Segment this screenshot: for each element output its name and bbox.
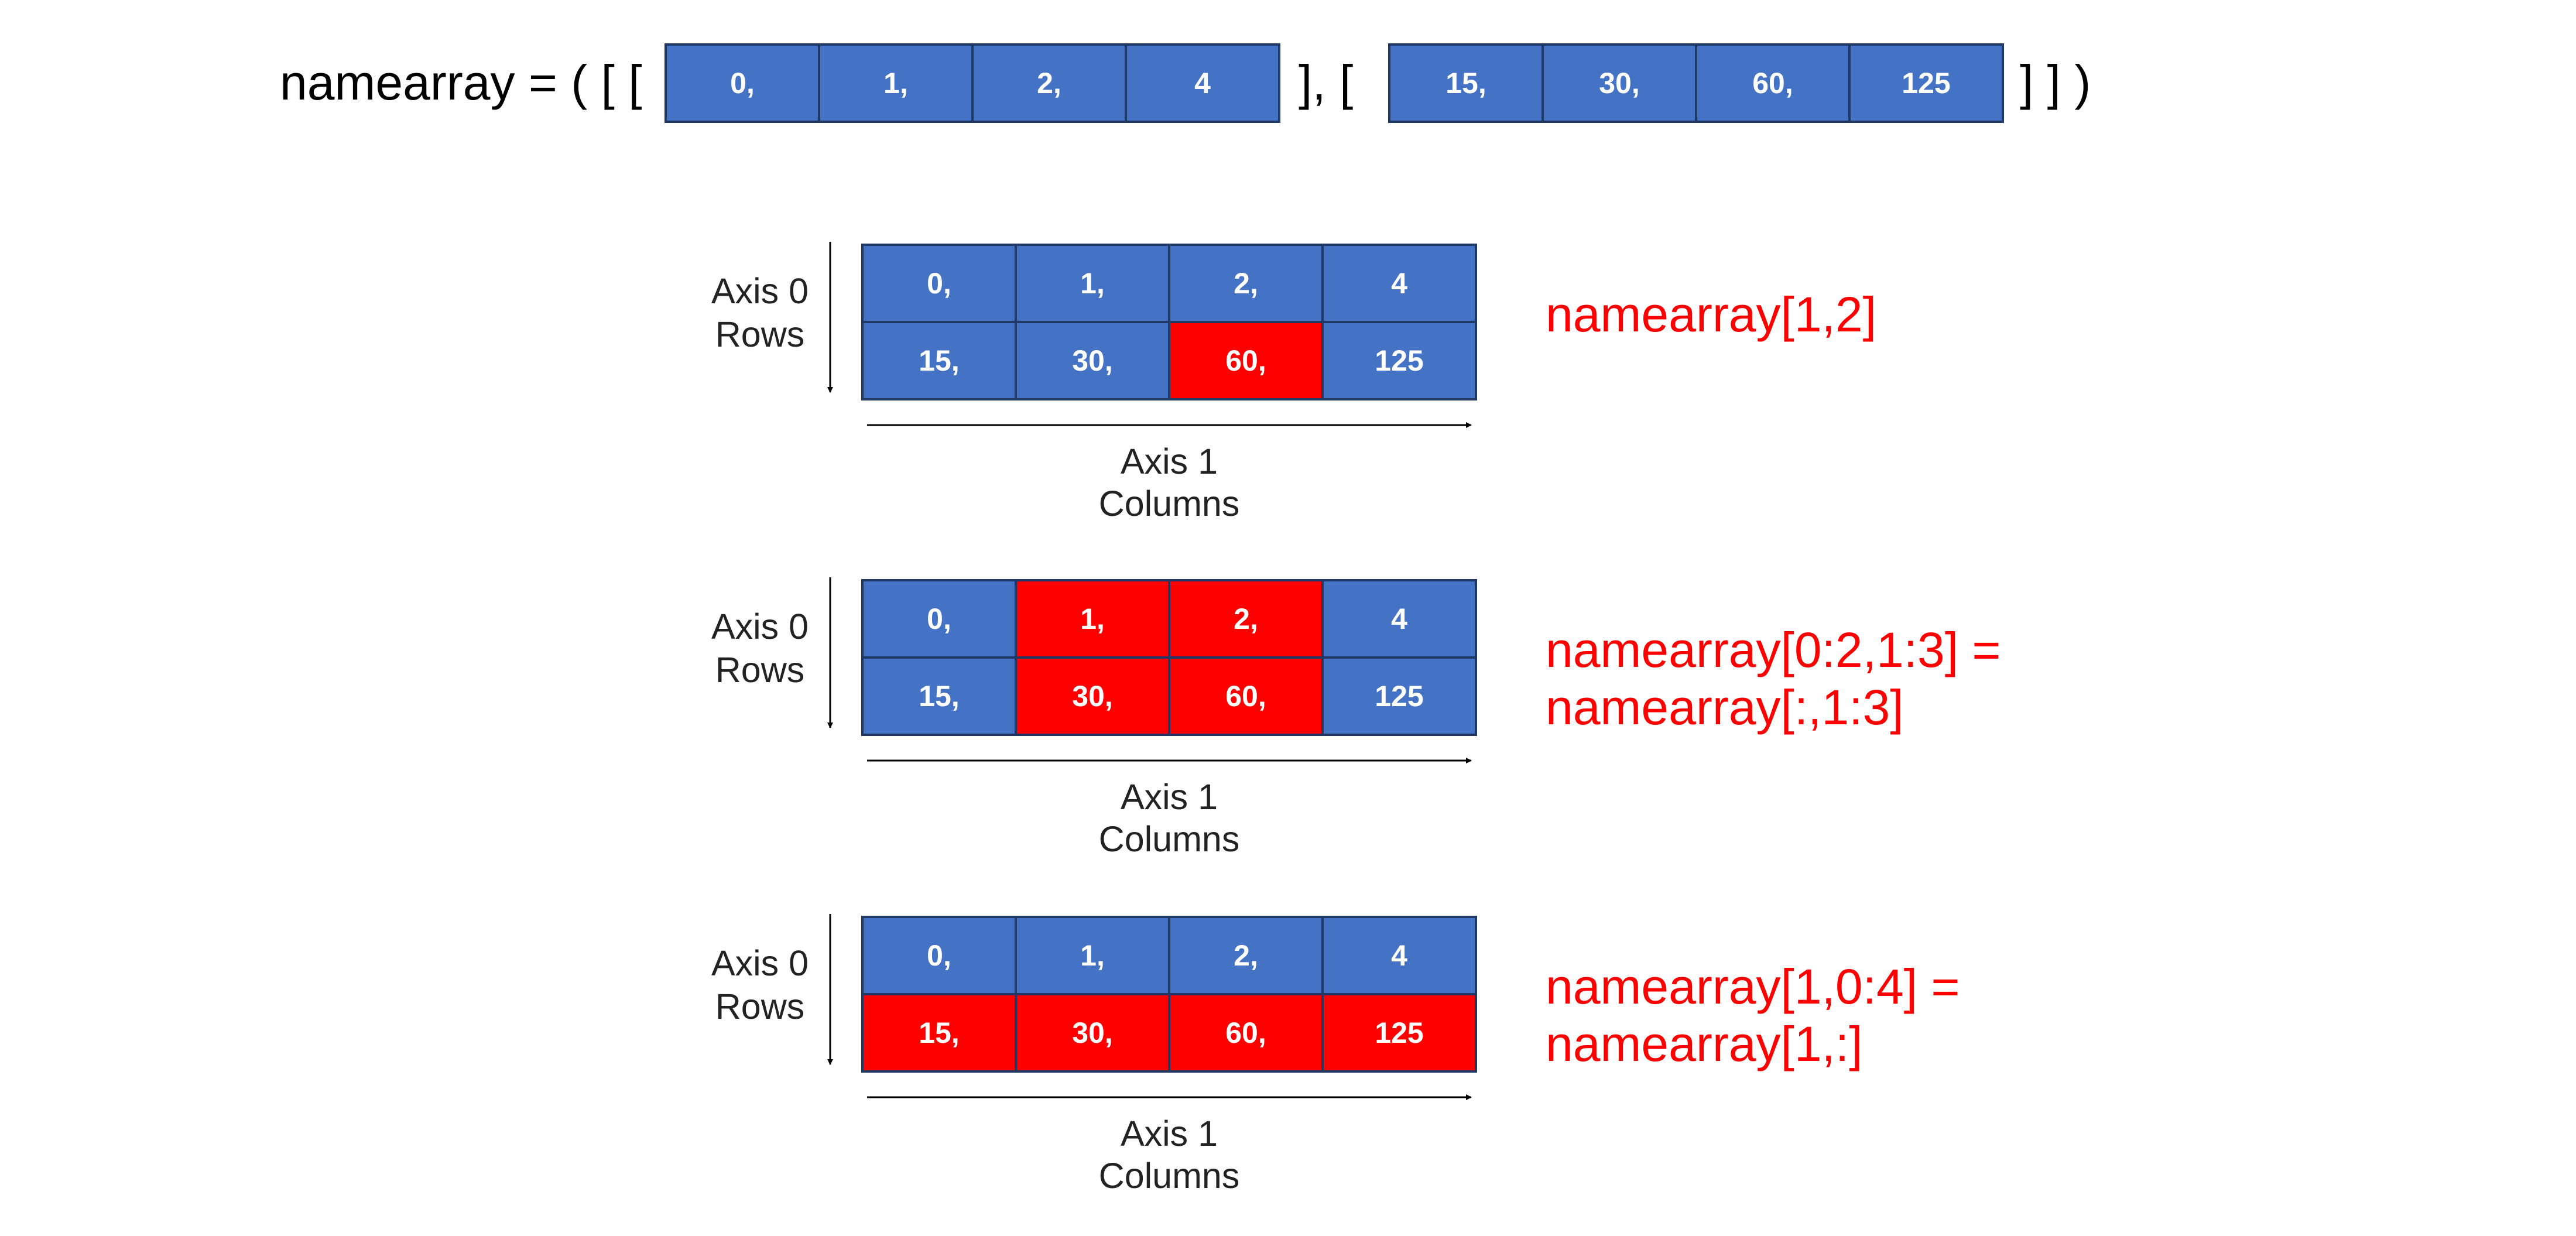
array-cell <box>1321 916 1477 995</box>
axis-1-label: Axis 1 <box>1121 441 1218 481</box>
axis-1-label: Columns <box>1099 1156 1240 1196</box>
selected-cell <box>1168 656 1324 736</box>
index-expression: namearray[:,1:3] <box>1546 680 1904 735</box>
cell-value: 4 <box>1391 267 1407 300</box>
cell-value: 30, <box>1072 344 1113 377</box>
cell-value: 60, <box>1225 344 1266 377</box>
cell-value: 1, <box>1080 602 1105 635</box>
axis-1-label: Axis 1 <box>1121 1114 1218 1153</box>
array-cell <box>1321 656 1477 736</box>
axis-0-label: Rows <box>715 314 805 354</box>
array-cell <box>861 916 1017 995</box>
axis-1-label: Columns <box>1099 484 1240 523</box>
example-2: 0, 1, 2, 4 15, 30, 60, 125 Axis 0 Rows Axis 1Colum… <box>711 577 2000 859</box>
array-cell <box>1168 916 1324 995</box>
array-cell <box>1848 43 2004 123</box>
cell-value: 2, <box>1234 939 1258 972</box>
cell-value: 2, <box>1234 602 1258 635</box>
array-cell-value: 1, <box>883 67 908 100</box>
array-cell <box>861 656 1017 736</box>
cell-value: 2, <box>1234 267 1258 300</box>
cell-value: 1, <box>1080 939 1105 972</box>
cell-value: 15, <box>919 1016 960 1049</box>
index-expression: namearray[1,:] <box>1546 1016 1863 1071</box>
array-cell-value: 125 <box>1902 67 1950 100</box>
array-cell-value: 30, <box>1599 67 1640 100</box>
declaration-lead: namearray = ( [ [ <box>280 55 642 110</box>
declaration-tail: ] ] ) <box>2020 55 2091 110</box>
declaration-row-0: 0, 1, 2, 4 <box>664 43 1280 123</box>
cell-value: 125 <box>1375 1016 1423 1049</box>
cell-value: 0, <box>927 267 951 300</box>
axis-0-label: Rows <box>715 987 805 1026</box>
cell-value: 30, <box>1072 1016 1113 1049</box>
selected-cell <box>1015 993 1170 1073</box>
array-cell <box>1015 321 1170 400</box>
array-cell <box>1321 321 1477 400</box>
index-expression: namearray[1,2] <box>1546 287 1876 342</box>
array-declaration: namearray = ( [ [ 0, 1, 2, 4 ], [ 15, 30, 60,… <box>280 43 2091 123</box>
selected-cell <box>861 993 1017 1073</box>
array-cell <box>1542 43 1697 123</box>
array-cell <box>1321 244 1477 323</box>
array-cell-value: 0, <box>730 67 755 100</box>
array-cell <box>1015 916 1170 995</box>
array-cell <box>1015 244 1170 323</box>
cell-value: 125 <box>1375 344 1423 377</box>
array-cell <box>1125 43 1280 123</box>
array-cell <box>664 43 820 123</box>
axis-0-label: Axis 0 <box>711 271 809 311</box>
array-cell-value: 4 <box>1194 67 1211 100</box>
cell-value: 15, <box>919 344 960 377</box>
cell-value: 0, <box>927 939 951 972</box>
cell-value: 4 <box>1391 602 1407 635</box>
array-cell <box>1321 579 1477 659</box>
cell-value: 60, <box>1225 680 1266 713</box>
array-cell <box>818 43 974 123</box>
declaration-row-1: 15, 30, 60, 125 <box>1388 43 2004 123</box>
array-cell-value: 15, <box>1445 67 1486 100</box>
cell-value: 1, <box>1080 267 1105 300</box>
array-cell <box>861 321 1017 400</box>
array-cell <box>1388 43 1544 123</box>
axis-1-label: Columns <box>1099 819 1240 859</box>
axis-1-label: Axis 1 <box>1121 777 1218 817</box>
axis-0-label: Rows <box>715 650 805 690</box>
array-cell <box>971 43 1127 123</box>
array-cell-value: 2, <box>1037 67 1061 100</box>
declaration-middle: ], [ <box>1299 55 1353 110</box>
axis-0-label: Axis 0 <box>711 943 809 983</box>
cell-value: 30, <box>1072 680 1113 713</box>
example-3: 0, 1, 2, 4 15, 30, 60, 125 Axis 0 Rows Axis 1Colum… <box>711 914 1960 1196</box>
index-expression: namearray[0:2,1:3] = <box>1546 622 2000 677</box>
selected-cell <box>1015 656 1170 736</box>
array-cell <box>861 579 1017 659</box>
cell-value: 0, <box>927 602 951 635</box>
array-cell-value: 60, <box>1752 67 1793 100</box>
cell-value: 125 <box>1375 680 1423 713</box>
array-cell <box>1695 43 1851 123</box>
cell-value: 15, <box>919 680 960 713</box>
cell-value: 4 <box>1391 939 1407 972</box>
selected-cell <box>1168 993 1324 1073</box>
cell-value: 60, <box>1225 1016 1266 1049</box>
selected-cell <box>1321 993 1477 1073</box>
axis-0-label: Axis 0 <box>711 607 809 646</box>
index-expression: namearray[1,0:4] = <box>1546 959 1960 1014</box>
